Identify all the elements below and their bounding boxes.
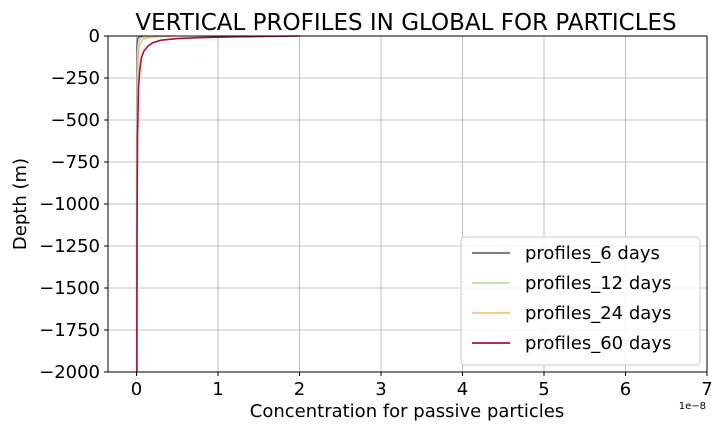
x-tick-label: 1 bbox=[212, 379, 223, 400]
y-tick-label: −2000 bbox=[39, 362, 100, 383]
y-tick-label: −1500 bbox=[39, 278, 100, 299]
chart-title: VERTICAL PROFILES IN GLOBAL FOR PARTICLE… bbox=[135, 10, 676, 36]
x-tick-label: 0 bbox=[131, 379, 142, 400]
y-tick-label: −500 bbox=[51, 110, 100, 131]
x-tick-label: 2 bbox=[294, 379, 305, 400]
y-tick-label: −1750 bbox=[39, 320, 100, 341]
y-tick-label: 0 bbox=[89, 26, 100, 47]
series-lines bbox=[135, 35, 300, 373]
y-tick-label: −1250 bbox=[39, 236, 100, 257]
legend-label: profiles_12 days bbox=[525, 273, 671, 294]
y-tick-label: −1000 bbox=[39, 194, 100, 215]
y-tick-label: −750 bbox=[51, 152, 100, 173]
legend-items: profiles_6 days profiles_12 days profiles_… bbox=[472, 243, 671, 354]
legend-label: profiles_6 days bbox=[525, 243, 660, 264]
x-tick-label: 3 bbox=[375, 379, 386, 400]
x-axis-ticks: 0 1 2 3 4 5 6 7 bbox=[131, 372, 713, 400]
legend: profiles_6 days profiles_12 days profiles_… bbox=[460, 236, 701, 366]
series-line-4 bbox=[136, 35, 300, 373]
legend-label: profiles_24 days bbox=[525, 303, 671, 324]
x-tick-label: 5 bbox=[538, 379, 549, 400]
legend-box bbox=[460, 236, 701, 366]
y-axis-ticks: 0 −250 −500 −750 −1000 −1250 −1500 −1750 −2000 bbox=[39, 26, 108, 383]
legend-label: profiles_60 days bbox=[525, 333, 671, 354]
x-tick-label: 7 bbox=[701, 379, 712, 400]
y-tick-label: −250 bbox=[51, 68, 100, 89]
x-tick-label: 6 bbox=[620, 379, 631, 400]
x-axis-label: Concentration for passive particles bbox=[250, 401, 564, 422]
x-tick-label: 4 bbox=[457, 379, 468, 400]
x-axis-offset-label: 1e−8 bbox=[679, 401, 706, 412]
y-axis-label: Depth (m) bbox=[10, 158, 31, 250]
